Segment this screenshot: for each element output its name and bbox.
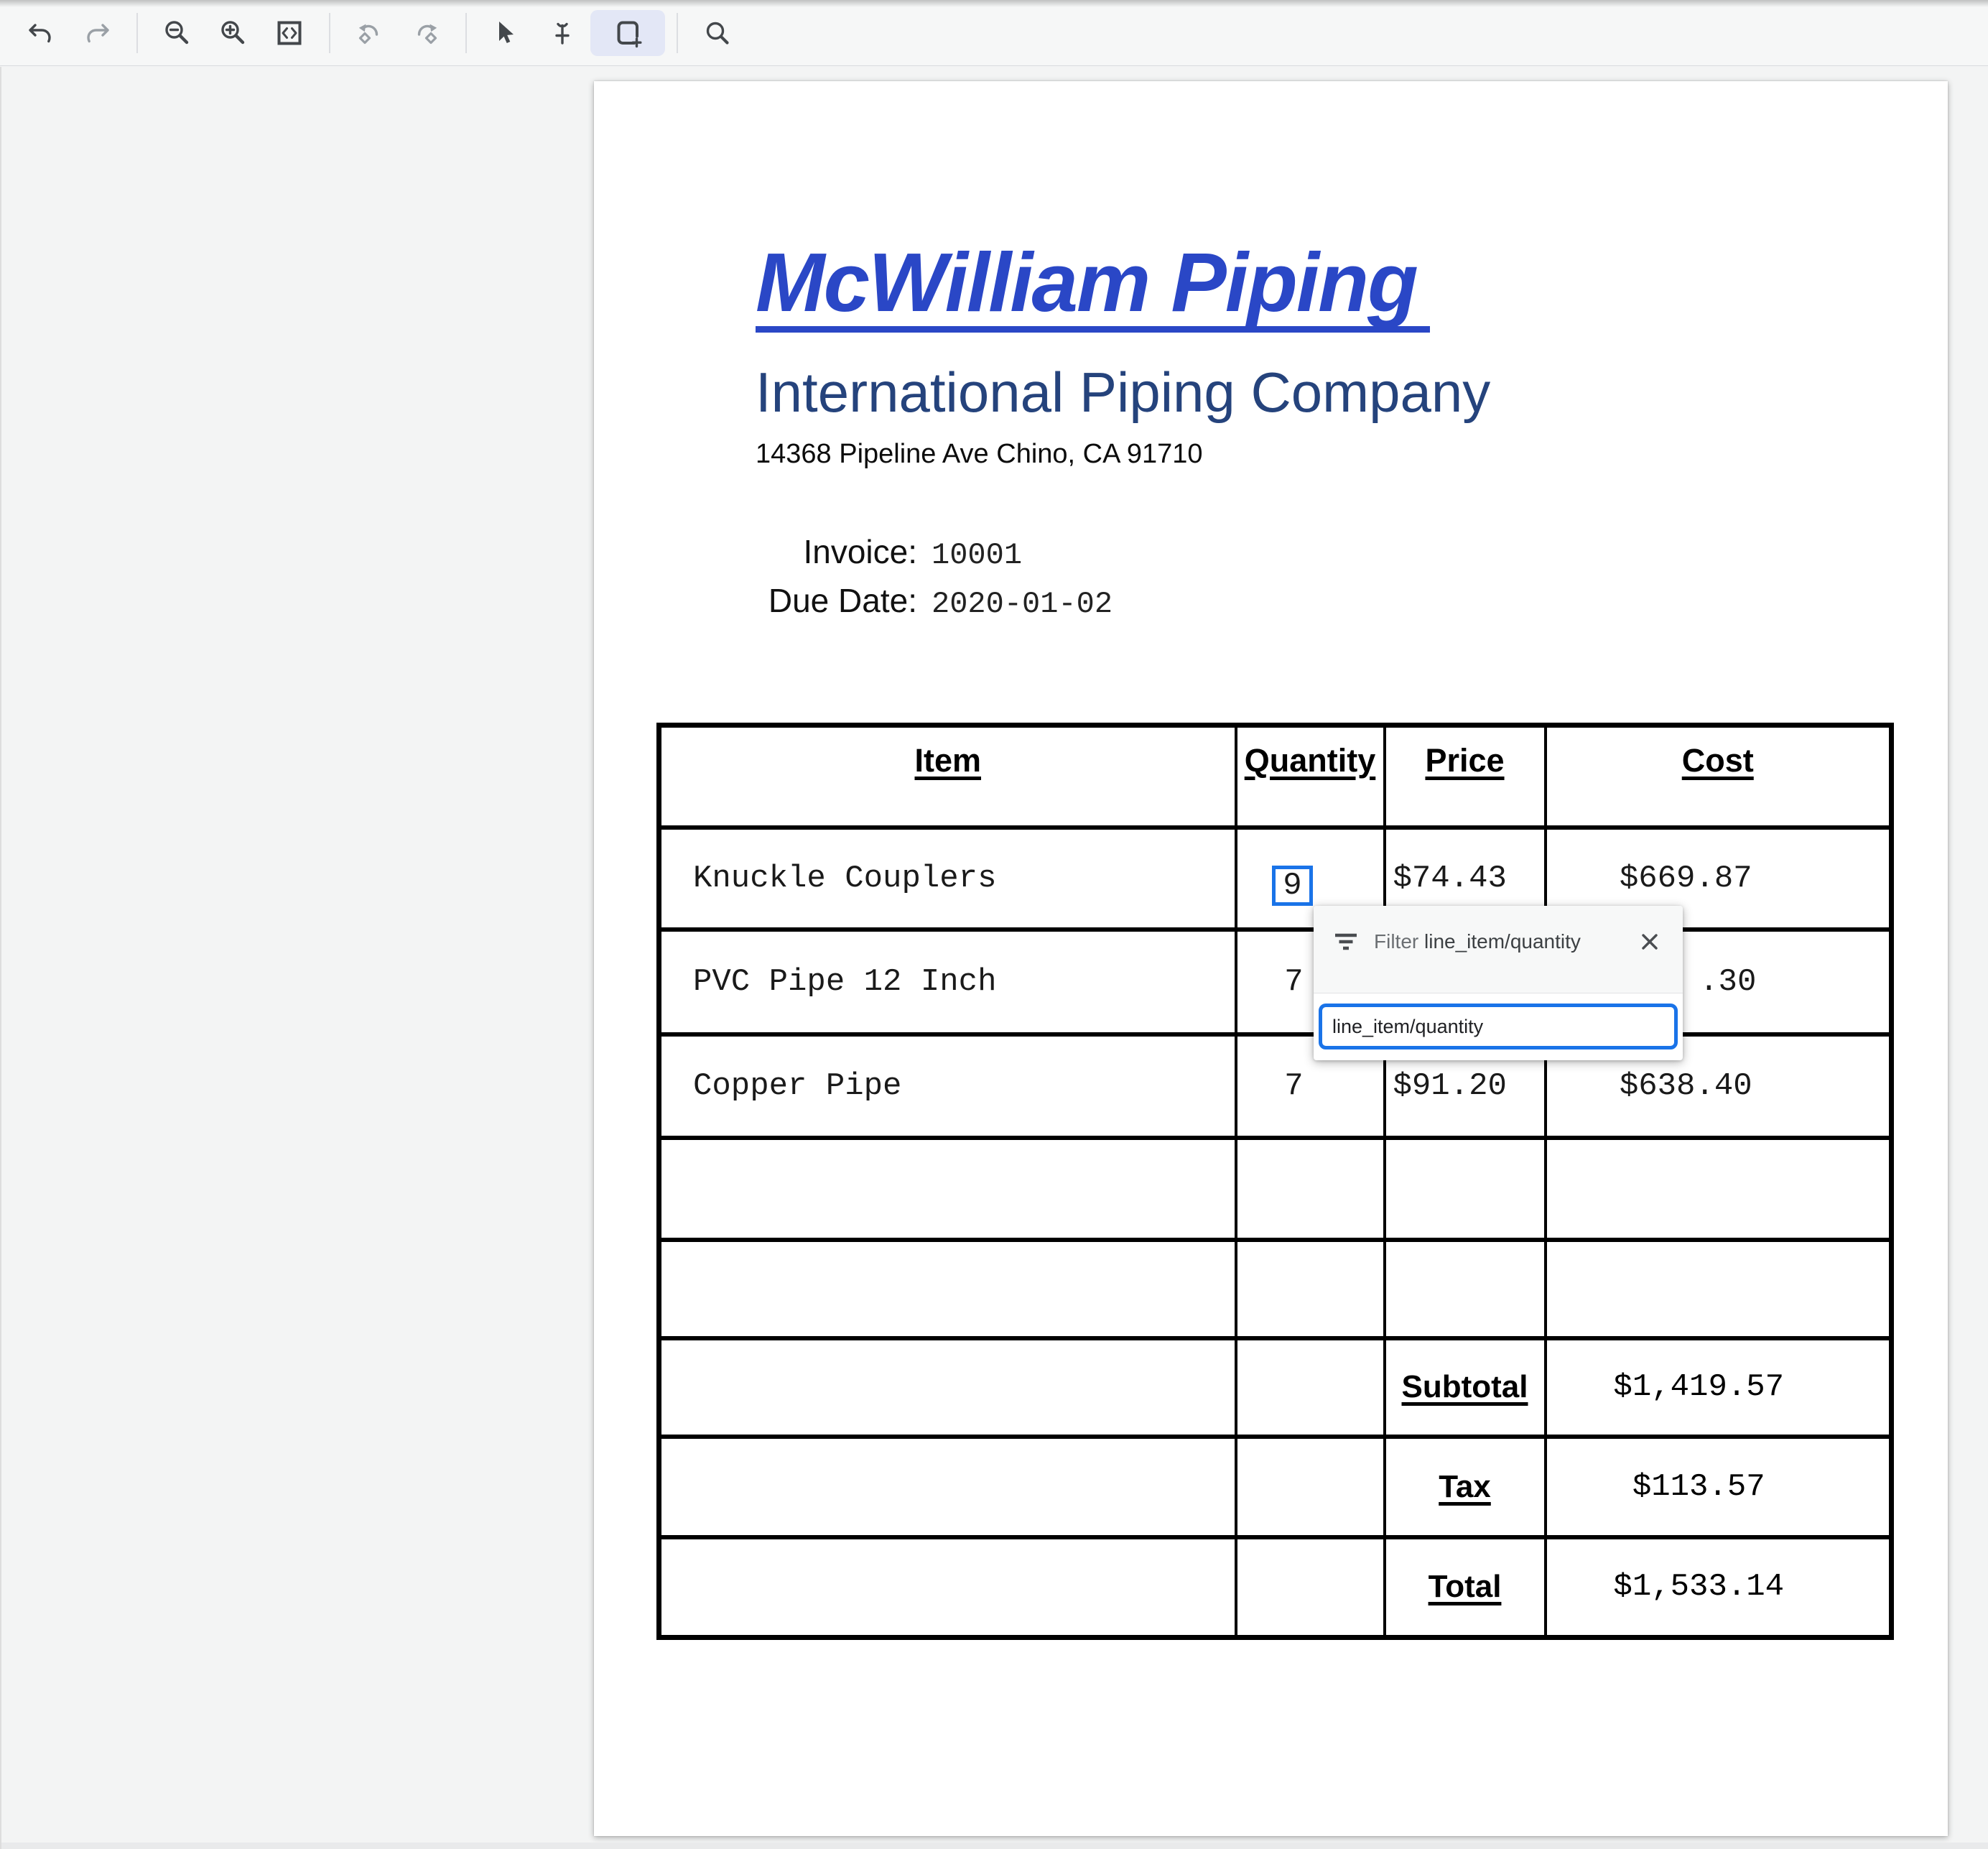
table-row: PVC Pipe 12 Inch 7 .30 — [657, 927, 1893, 1037]
add-bounding-box-button[interactable] — [590, 9, 665, 56]
rotate-left-button[interactable] — [342, 10, 398, 56]
item-cell: Knuckle Couplers — [657, 825, 1237, 932]
price-cell — [1383, 1237, 1547, 1340]
redo-button[interactable] — [69, 10, 125, 56]
add-bounding-box-icon — [617, 21, 642, 47]
toolbar-separator — [465, 12, 467, 53]
undo-button[interactable] — [13, 10, 69, 56]
quantity-cell — [1234, 1135, 1386, 1242]
header-quantity: Quantity — [1234, 723, 1386, 830]
invoice-label: Invoice: — [803, 533, 917, 570]
subtotal-row: Subtotal $1,419.57 — [657, 1335, 1893, 1439]
rotate-right-button[interactable] — [398, 10, 454, 56]
quantity-cell — [1234, 1237, 1386, 1340]
due-date-label: Due Date: — [768, 582, 917, 619]
close-button[interactable] — [1634, 926, 1666, 958]
text-select-icon — [555, 22, 570, 45]
undo-icon — [29, 23, 51, 42]
filter-popup-label: Filter — [1374, 930, 1424, 953]
cost-cell — [1543, 1135, 1893, 1242]
company-title: McWilliam Piping — [756, 241, 1430, 333]
total-label: Total — [1383, 1534, 1547, 1640]
empty-cell — [657, 1335, 1237, 1439]
company-address: 14368 Pipeline Ave Chino, CA 91710 — [756, 439, 1203, 469]
invoice-table: Item Quantity Price Cost Knuckle Coupler… — [656, 723, 1894, 1640]
toolbar-separator — [329, 12, 330, 53]
zoom-out-icon — [165, 20, 189, 44]
search-button[interactable] — [689, 10, 746, 56]
search-icon — [706, 22, 729, 45]
invoice-number: 10001 — [932, 538, 1023, 573]
document-canvas[interactable]: McWilliam Piping International Piping Co… — [0, 67, 1988, 1849]
empty-cell — [657, 1434, 1237, 1539]
filter-entity-popup: Filter line_item/quantity — [1314, 906, 1683, 1060]
empty-cell — [1234, 1534, 1386, 1640]
empty-cell — [1234, 1434, 1386, 1539]
due-date-row: Due Date: 2020-01-02 — [594, 581, 1113, 630]
subtotal-value: $1,419.57 — [1543, 1335, 1893, 1439]
table-row: Copper Pipe 7 $91.20 $638.40 — [657, 1032, 1893, 1140]
item-cell: Copper Pipe — [657, 1032, 1237, 1140]
tax-row: Tax $113.57 — [657, 1434, 1893, 1539]
toolbar-separator — [677, 12, 678, 53]
header-price: Price — [1383, 723, 1547, 830]
select-text-button[interactable] — [534, 10, 590, 56]
tax-label: Tax — [1383, 1434, 1547, 1539]
filter-popup-header: Filter line_item/quantity — [1314, 906, 1683, 993]
item-cell — [657, 1237, 1237, 1340]
total-row: Total $1,533.14 — [657, 1534, 1893, 1640]
total-value: $1,533.14 — [1543, 1534, 1893, 1640]
item-cell — [657, 1135, 1237, 1242]
table-row — [657, 1135, 1893, 1242]
cursor-arrow-icon — [499, 21, 514, 43]
empty-cell — [657, 1534, 1237, 1640]
tax-value: $113.57 — [1543, 1434, 1893, 1539]
table-header-row: Item Quantity Price Cost — [657, 723, 1893, 830]
rotate-right-icon — [417, 24, 437, 44]
fit-to-width-button[interactable] — [261, 10, 317, 56]
close-icon — [1642, 933, 1658, 950]
filter-popup-field-name: line_item/quantity — [1424, 930, 1581, 953]
select-cursor-button[interactable] — [478, 10, 534, 56]
selected-entity-bounding-box[interactable]: 9 — [1272, 866, 1313, 906]
empty-cell — [1234, 1335, 1386, 1439]
redo-icon — [87, 23, 109, 42]
toolbar-separator — [136, 12, 138, 53]
zoom-in-button[interactable] — [205, 10, 261, 56]
subtotal-label: Subtotal — [1383, 1335, 1547, 1439]
company-subtitle: International Piping Company — [756, 361, 1491, 424]
filter-list-icon — [1335, 933, 1357, 950]
cost-cell — [1543, 1237, 1893, 1340]
rotate-left-icon — [358, 24, 378, 44]
header-cost: Cost — [1543, 723, 1893, 830]
toolbar — [0, 0, 1988, 66]
due-date-value: 2020-01-02 — [932, 587, 1113, 621]
invoice-page[interactable]: McWilliam Piping International Piping Co… — [594, 81, 1948, 1836]
price-cell — [1383, 1135, 1547, 1242]
horizontal-scrollbar-track[interactable] — [1, 1843, 1988, 1849]
zoom-in-icon — [221, 20, 245, 44]
header-item: Item — [657, 723, 1237, 830]
invoice-number-row: Invoice: 10001 — [594, 532, 1022, 581]
table-row — [657, 1237, 1893, 1340]
fit-to-width-icon — [277, 21, 302, 45]
zoom-out-button[interactable] — [149, 10, 205, 56]
item-cell: PVC Pipe 12 Inch — [657, 927, 1237, 1037]
table-row: Knuckle Couplers $74.43 $669.87 — [657, 825, 1893, 932]
filter-field-input[interactable] — [1319, 1004, 1678, 1049]
